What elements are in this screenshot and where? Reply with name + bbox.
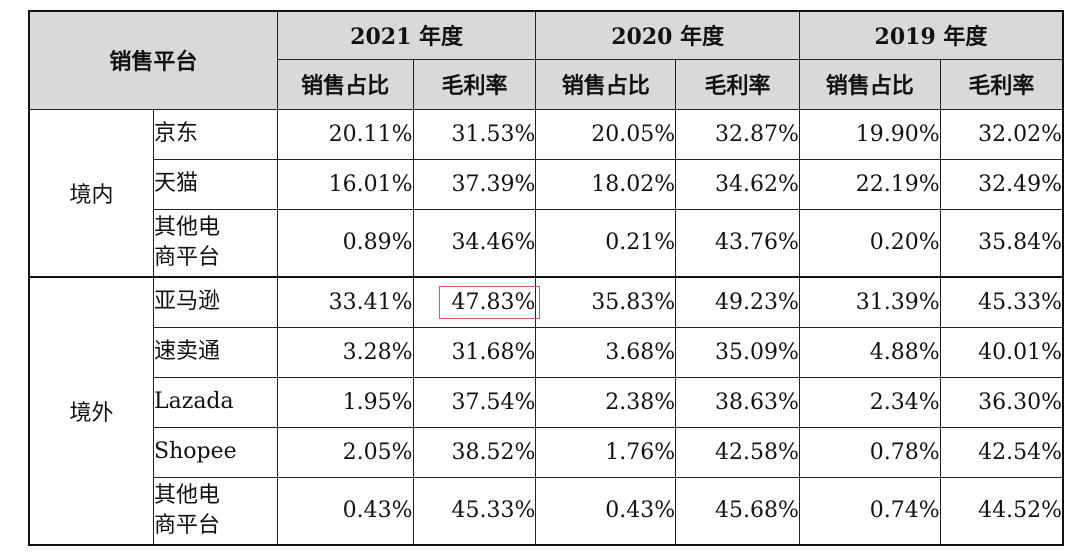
platform-name: 速卖通 bbox=[153, 326, 278, 378]
value-cell: 37.54% bbox=[412, 376, 537, 428]
value-cell: 34.62% bbox=[675, 158, 800, 210]
value-cell: 0.43% bbox=[276, 476, 414, 546]
value-cell: 47.83% bbox=[412, 276, 541, 328]
table-row: 速卖通 3.28% 31.68% 3.68% 35.09% 4.88% 40.0… bbox=[29, 326, 1064, 378]
value-cell: 38.63% bbox=[675, 376, 800, 428]
value-cell: 16.01% bbox=[276, 158, 414, 210]
value-cell: 3.28% bbox=[276, 326, 414, 378]
header-row-metrics: 销售占比 毛利率 销售占比 毛利率 销售占比 毛利率 bbox=[29, 58, 1064, 110]
value-cell: 36.30% bbox=[939, 376, 1064, 428]
value-cell: 45.33% bbox=[412, 476, 537, 546]
sales-share-header: 销售占比 bbox=[798, 58, 941, 110]
table-row: 其他电商平台 0.43% 45.33% 0.43% 45.68% 0.74% 4… bbox=[29, 476, 1064, 546]
sales-share-header: 销售占比 bbox=[276, 58, 414, 110]
table-row: Shopee 2.05% 38.52% 1.76% 42.58% 0.78% 4… bbox=[29, 426, 1064, 478]
value-cell: 0.89% bbox=[276, 208, 414, 278]
value-cell: 44.52% bbox=[939, 476, 1064, 546]
sales-platform-table: 销售平台 2021 年度 2020 年度 2019 年度 销售占比 毛利率 销售… bbox=[28, 10, 1064, 546]
value-cell: 37.39% bbox=[412, 158, 537, 210]
value-cell: 2.38% bbox=[535, 376, 677, 428]
gross-margin-header: 毛利率 bbox=[675, 58, 800, 110]
value-cell: 32.49% bbox=[939, 158, 1064, 210]
value-cell: 0.21% bbox=[535, 208, 677, 278]
table-row: 天猫 16.01% 37.39% 18.02% 34.62% 22.19% 32… bbox=[29, 158, 1064, 210]
platform-name: Lazada bbox=[153, 376, 278, 428]
region-overseas: 境外 bbox=[28, 276, 154, 546]
value-cell: 49.23% bbox=[675, 276, 800, 328]
value-cell: 19.90% bbox=[798, 108, 941, 160]
value-cell: 0.20% bbox=[798, 208, 941, 278]
value-cell: 34.46% bbox=[412, 208, 537, 278]
platform-header: 销售平台 bbox=[28, 10, 278, 110]
value-cell: 0.74% bbox=[798, 476, 941, 546]
platform-name: 京东 bbox=[153, 108, 278, 160]
region-domestic: 境内 bbox=[28, 108, 154, 278]
header-row-years: 销售平台 2021 年度 2020 年度 2019 年度 bbox=[28, 10, 1064, 110]
value-cell: 0.78% bbox=[798, 426, 941, 478]
value-cell: 35.84% bbox=[939, 208, 1064, 278]
table-row: Lazada 1.95% 37.54% 2.38% 38.63% 2.34% 3… bbox=[29, 376, 1064, 428]
platform-name-line: 商平台 bbox=[154, 244, 221, 270]
gross-margin-header: 毛利率 bbox=[412, 58, 537, 110]
value-cell: 31.39% bbox=[798, 276, 941, 328]
value-cell: 0.43% bbox=[535, 476, 677, 546]
gross-margin-header: 毛利率 bbox=[939, 58, 1064, 110]
value-cell: 43.76% bbox=[675, 208, 800, 278]
table-row: 境外 亚马逊 33.41% 47.83% 35.83% 49.23% 31.39… bbox=[28, 276, 1064, 546]
value-cell: 2.34% bbox=[798, 376, 941, 428]
value-cell: 40.01% bbox=[939, 326, 1064, 378]
value-cell: 3.68% bbox=[535, 326, 677, 378]
platform-name: 天猫 bbox=[153, 158, 278, 210]
value-cell: 1.76% bbox=[535, 426, 677, 478]
table-row: 境内 京东 20.11% 31.53% 20.05% 32.87% 19.90%… bbox=[28, 108, 1064, 278]
value-cell: 45.33% bbox=[939, 276, 1064, 328]
value-cell: 33.41% bbox=[276, 276, 414, 328]
year-header-2019: 2019 年度 bbox=[798, 10, 1064, 60]
value-cell: 18.02% bbox=[535, 158, 677, 210]
value-cell: 4.88% bbox=[798, 326, 941, 378]
table-row: 其他电商平台 0.89% 34.46% 0.21% 43.76% 0.20% 3… bbox=[29, 208, 1064, 278]
value-cell: 45.68% bbox=[675, 476, 800, 546]
value-cell: 31.53% bbox=[412, 108, 537, 160]
platform-name-line: 其他电 bbox=[154, 214, 221, 240]
value-cell: 20.05% bbox=[535, 108, 677, 160]
platform-name: 其他电 商平台 bbox=[153, 208, 278, 278]
highlighted-value: 47.83% bbox=[438, 285, 541, 319]
platform-name: Shopee bbox=[153, 426, 278, 478]
value-cell: 42.58% bbox=[675, 426, 800, 478]
value-cell: 32.02% bbox=[939, 108, 1064, 160]
year-header-2020: 2020 年度 bbox=[535, 10, 800, 60]
value-cell: 2.05% bbox=[276, 426, 414, 478]
year-header-2021: 2021 年度 bbox=[276, 10, 537, 60]
value-cell: 20.11% bbox=[276, 108, 414, 160]
platform-name-line: 商平台 bbox=[154, 512, 221, 538]
value-cell: 31.68% bbox=[412, 326, 537, 378]
value-cell: 35.09% bbox=[675, 326, 800, 378]
platform-name-line: 其他电 bbox=[154, 482, 221, 508]
platform-name: 亚马逊 bbox=[153, 276, 278, 328]
value-cell: 32.87% bbox=[675, 108, 800, 160]
platform-name: 其他电 商平台 bbox=[153, 476, 278, 546]
value-cell: 22.19% bbox=[798, 158, 941, 210]
value-cell: 38.52% bbox=[412, 426, 537, 478]
value-cell: 42.54% bbox=[939, 426, 1064, 478]
value-cell: 1.95% bbox=[276, 376, 414, 428]
sales-share-header: 销售占比 bbox=[535, 58, 677, 110]
value-cell: 35.83% bbox=[535, 276, 677, 328]
